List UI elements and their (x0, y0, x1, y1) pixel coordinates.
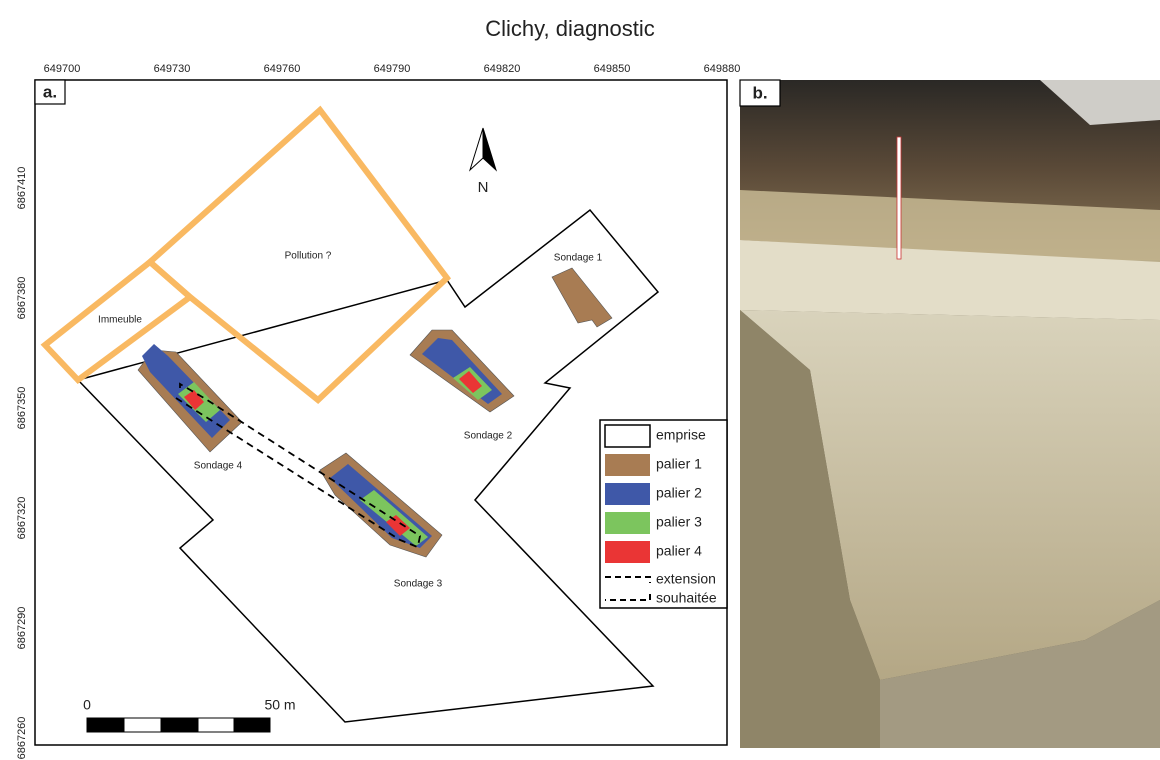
scale-segment (161, 718, 198, 732)
x-coordinate: 649790 (374, 63, 411, 75)
scale-segment (87, 718, 124, 732)
north-label: N (478, 179, 489, 196)
sondage-label: Sondage 1 (554, 253, 603, 264)
photo-panel: b. (740, 80, 1160, 748)
legend-swatch (605, 541, 650, 563)
scale-segment (124, 718, 161, 732)
y-coordinate: 6867380 (16, 277, 28, 320)
x-coordinate: 649700 (44, 63, 81, 75)
panel-label: b. (752, 83, 767, 102)
zone-label: Immeuble (98, 315, 142, 326)
sondage-label: Sondage 3 (394, 579, 443, 590)
x-coordinate: 649820 (484, 63, 521, 75)
scale-segment (198, 718, 234, 732)
legend-swatch (605, 512, 650, 534)
y-coordinate: 6867290 (16, 607, 28, 650)
y-coordinate: 6867410 (16, 167, 28, 210)
scale-label: 0 (83, 697, 91, 713)
figure: Clichy, diagnostic a. Pollution ? Immeub… (0, 0, 1160, 760)
x-coordinate: 649760 (264, 63, 301, 75)
scale-segment (234, 718, 270, 732)
legend-swatch (605, 483, 650, 505)
legend-swatch (605, 454, 650, 476)
photo-ruler (897, 137, 901, 259)
x-coordinate: 649880 (704, 63, 741, 75)
legend-label: extension (656, 571, 716, 587)
legend-label: palier 2 (656, 485, 702, 501)
x-coordinate: 649850 (594, 63, 631, 75)
x-coordinate: 649730 (154, 63, 191, 75)
sondage-label: Sondage 2 (464, 431, 513, 442)
y-coordinate: 6867260 (16, 717, 28, 760)
zone-label: Pollution ? (285, 251, 332, 262)
legend-label: souhaitée (656, 590, 717, 606)
sondage-label: Sondage 4 (194, 461, 243, 472)
panel-label: a. (43, 82, 57, 101)
y-coordinate: 6867350 (16, 387, 28, 430)
legend-label: palier 1 (656, 456, 702, 472)
legend-label: palier 4 (656, 543, 702, 559)
figure-title: Clichy, diagnostic (485, 16, 655, 41)
y-coordinate: 6867320 (16, 497, 28, 540)
scale-label: 50 m (264, 697, 295, 713)
map-panel: a. Pollution ? Immeuble Sondage 1 Sondag… (16, 63, 740, 760)
legend-label: palier 3 (656, 514, 702, 530)
legend-swatch (605, 425, 650, 447)
legend-label: emprise (656, 427, 706, 443)
